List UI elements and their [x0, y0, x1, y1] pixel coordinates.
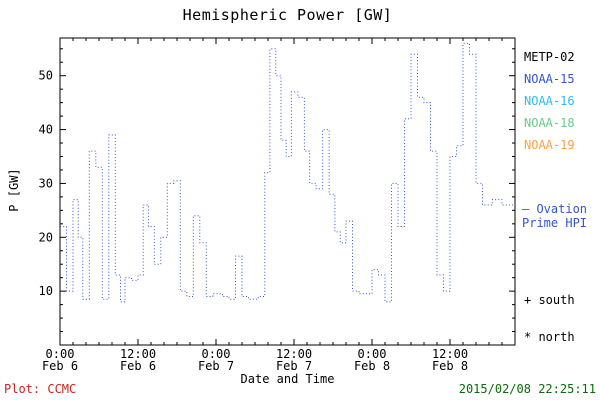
- svg-text:Feb 8: Feb 8: [432, 359, 468, 373]
- svg-text:12:00: 12:00: [276, 347, 312, 361]
- legend-ovation-label: — Ovation Prime HPI: [522, 202, 587, 230]
- svg-text:0:00: 0:00: [46, 347, 75, 361]
- svg-text:30: 30: [39, 176, 53, 190]
- legend-item: NOAA-18: [524, 116, 575, 130]
- legend-north-marker: * north: [524, 330, 575, 344]
- svg-text:12:00: 12:00: [120, 347, 156, 361]
- svg-text:Feb 8: Feb 8: [354, 359, 390, 373]
- svg-text:50: 50: [39, 69, 53, 83]
- svg-text:Feb 6: Feb 6: [42, 359, 78, 373]
- y-axis-label: P [GW]: [7, 168, 21, 212]
- x-axis-label: Date and Time: [240, 372, 335, 386]
- legend: METP-02 NOAA-15 NOAA-16 NOAA-18 NOAA-19: [524, 46, 575, 156]
- legend-south-marker: + south: [524, 293, 575, 307]
- legend-ovation-line-2: Prime HPI: [522, 216, 588, 230]
- svg-text:20: 20: [39, 230, 53, 244]
- svg-text:Feb 7: Feb 7: [198, 359, 234, 373]
- chart-title: Hemispheric Power [GW]: [182, 6, 393, 24]
- svg-text:0:00: 0:00: [358, 347, 387, 361]
- legend-item: NOAA-16: [524, 94, 575, 108]
- timestamp: 2015/02/08 22:25:11: [458, 382, 596, 396]
- svg-text:Feb 6: Feb 6: [120, 359, 156, 373]
- legend-ovation-line-1: — Ovation: [522, 202, 588, 216]
- svg-text:Feb 7: Feb 7: [276, 359, 312, 373]
- svg-text:40: 40: [39, 123, 53, 137]
- svg-text:10: 10: [39, 284, 53, 298]
- legend-item: NOAA-15: [524, 72, 575, 86]
- legend-item: METP-02: [524, 50, 575, 64]
- plot-credit: Plot: CCMC: [4, 382, 77, 396]
- svg-text:0:00: 0:00: [202, 347, 231, 361]
- legend-item: NOAA-19: [524, 138, 575, 152]
- svg-text:12:00: 12:00: [432, 347, 468, 361]
